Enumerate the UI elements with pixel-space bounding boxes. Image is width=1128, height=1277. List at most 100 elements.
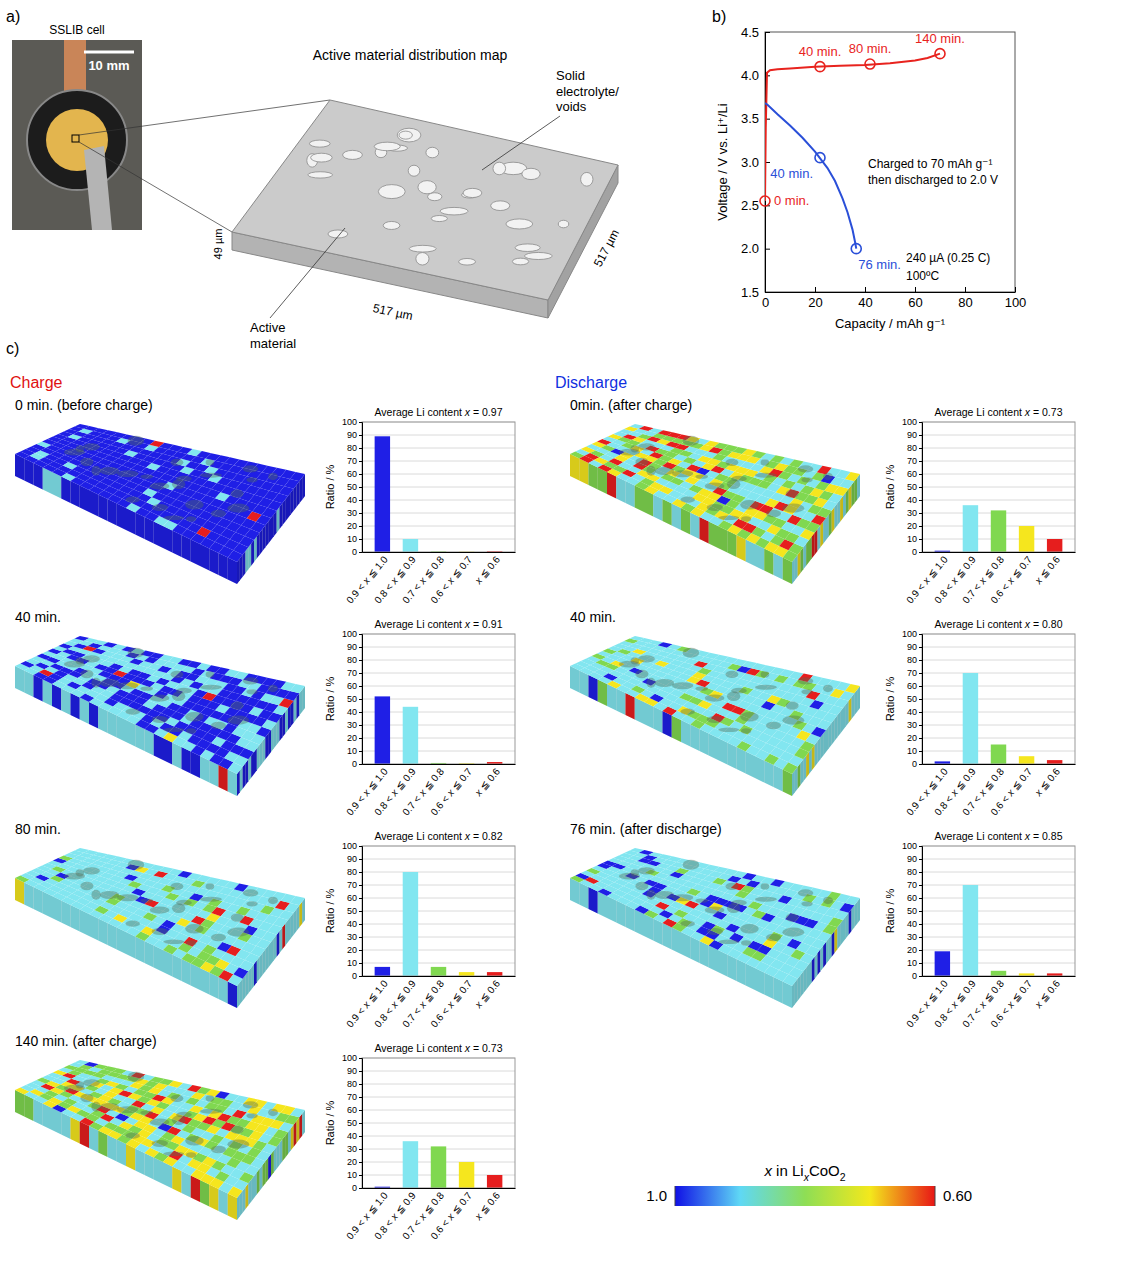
dimension-label: 517 µm xyxy=(372,301,414,323)
map-void xyxy=(243,1101,259,1108)
map-void xyxy=(125,1133,139,1139)
tick: 80 xyxy=(347,443,362,453)
map-void xyxy=(206,459,215,465)
tick: 100 xyxy=(342,841,362,851)
cell-label: SSLIB cell xyxy=(49,23,104,37)
axis-title: Ratio / % xyxy=(324,676,336,721)
map-void xyxy=(186,1152,196,1158)
void xyxy=(374,142,400,151)
map-void xyxy=(172,1116,185,1125)
text-part: 240 µA (0.25 C) xyxy=(906,251,990,265)
text-part: ≦ 1.0 xyxy=(364,554,391,583)
tick-mark xyxy=(359,526,362,527)
map-caption: 40 min. xyxy=(15,609,61,625)
text-part: Average Li content xyxy=(375,830,465,842)
map-void xyxy=(163,516,184,521)
void xyxy=(378,185,405,199)
tick-label: 60 xyxy=(347,469,357,479)
tick: 0.6 < x ≦ 0.7 xyxy=(428,552,474,605)
tick-mark xyxy=(359,699,362,700)
text-part: ≦ 0.6 xyxy=(476,978,503,1007)
column-title: Discharge xyxy=(555,374,627,391)
text-part: Ratio / % xyxy=(324,1100,336,1145)
tick-mark xyxy=(359,1123,362,1124)
map-void xyxy=(128,1072,145,1082)
tick-mark xyxy=(359,1097,362,1098)
map-void xyxy=(150,694,170,701)
bar-chart: 0 min. (before charge)010203040506070809… xyxy=(15,397,516,605)
text-part: ≦ 0.9 xyxy=(392,554,419,583)
map-void xyxy=(171,883,184,890)
active-label: Activematerial xyxy=(250,320,296,351)
void xyxy=(459,259,476,266)
tick: 40 xyxy=(347,707,362,717)
axis-line xyxy=(766,292,1016,293)
map-void xyxy=(117,470,138,477)
tick-label: 40 xyxy=(347,707,357,717)
map-void xyxy=(227,928,249,937)
tick-label: x ≦ 0.6 xyxy=(472,766,502,799)
bar xyxy=(459,1162,474,1188)
map-void xyxy=(227,716,249,725)
tick-mark xyxy=(359,539,362,540)
tick-label: 20 xyxy=(347,733,357,743)
tick-mark xyxy=(359,872,362,873)
text-part: ≦ 0.9 xyxy=(392,766,419,795)
text-part: 140 min. xyxy=(915,31,965,46)
tick-label: 0 xyxy=(352,971,357,981)
tick-mark xyxy=(359,924,362,925)
tick: 20 xyxy=(347,945,362,955)
time-marker xyxy=(865,59,875,69)
tick-mark xyxy=(359,859,362,860)
void xyxy=(524,252,552,259)
map-void xyxy=(100,891,119,899)
void xyxy=(506,219,533,229)
text-part: ≦ 1.0 xyxy=(364,978,391,1007)
tick-mark xyxy=(915,287,916,292)
map-void xyxy=(200,473,222,478)
axis-line xyxy=(359,1059,363,1189)
text-part: 0 min. xyxy=(774,193,809,208)
map-void xyxy=(200,1109,222,1114)
tick: 40 xyxy=(347,919,362,929)
map-void xyxy=(172,480,185,489)
tick: 4.0 xyxy=(741,68,770,83)
tick: 70 xyxy=(347,880,362,890)
axis-line xyxy=(363,552,516,553)
tick-label: 60 xyxy=(908,295,922,310)
tick-label: 100 xyxy=(342,841,357,851)
tick-label: 40 xyxy=(858,295,872,310)
map-void xyxy=(206,671,215,677)
map-shade xyxy=(15,878,237,1008)
text-part: a) xyxy=(6,8,20,25)
bar xyxy=(403,539,418,552)
text-part: 80 min. xyxy=(15,821,61,837)
tick-mark xyxy=(359,846,362,847)
map-void xyxy=(163,1152,184,1157)
tick-mark xyxy=(359,461,362,462)
tick: 2.0 xyxy=(741,241,770,256)
map-void xyxy=(100,467,119,475)
map-void xyxy=(211,934,226,942)
grid-line xyxy=(362,885,515,886)
map-void xyxy=(185,1136,204,1146)
tick-label: 2.0 xyxy=(741,241,759,256)
text-part: ≦ 0.8 xyxy=(420,978,447,1007)
tick-label: 0.6 < x ≦ 0.7 xyxy=(428,766,474,818)
void xyxy=(399,131,412,139)
tick-label: 0 xyxy=(352,1183,357,1193)
text-part: b) xyxy=(712,8,726,25)
axis-line xyxy=(363,1188,516,1189)
tick: 10 xyxy=(347,746,362,756)
axis-line xyxy=(359,423,363,553)
grid-line xyxy=(362,1071,515,1072)
text-part: Charged to 70 mAh g⁻¹ xyxy=(868,157,992,171)
text-line: voids xyxy=(556,99,587,114)
map-void xyxy=(246,477,257,482)
tick-label: 60 xyxy=(347,893,357,903)
map-texture xyxy=(290,896,305,905)
tick-label: 10 xyxy=(347,1170,357,1180)
map-void xyxy=(186,728,196,734)
map-caption: 0 min. (before charge) xyxy=(15,397,153,413)
time-label: 80 min. xyxy=(849,41,892,56)
